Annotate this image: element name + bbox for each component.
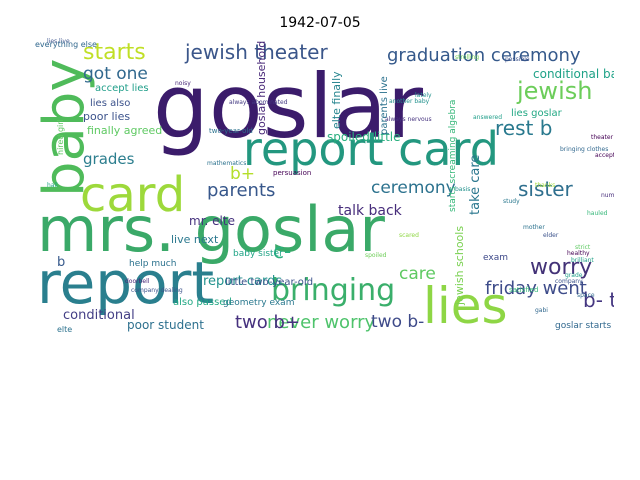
word-possible: possible xyxy=(505,56,530,63)
word-company: company xyxy=(555,278,583,285)
word-b-two: b- two xyxy=(583,288,614,312)
word-two-b-: two b- xyxy=(371,312,424,332)
chart-title: 1942-07-05 xyxy=(279,15,361,31)
word-always-nervous: always nervous xyxy=(385,116,432,123)
word-everything-else: everything else xyxy=(35,40,97,49)
word-graduation-ceremony: graduation ceremony xyxy=(387,45,581,66)
word-finally-agreed: finally agreed xyxy=(87,124,162,137)
word-healthy: healthy xyxy=(567,250,590,257)
word-take-care: take care xyxy=(468,155,483,215)
word-elte-finally: elte finally xyxy=(330,71,343,129)
word-goslar-starts: goslar starts xyxy=(555,321,611,331)
word-report-card: report card xyxy=(243,122,499,176)
word-study: study xyxy=(503,198,520,205)
word-report: report xyxy=(37,249,214,317)
word-basis: basis xyxy=(455,186,470,193)
word-jewish-theater: jewish theater xyxy=(184,40,328,64)
word-parents: parents xyxy=(207,180,275,201)
word-got-one: got one xyxy=(83,64,148,84)
word-geometry-exam: geometry exam xyxy=(223,298,294,308)
word-report-cards: report cards xyxy=(203,274,282,289)
word-lies-live: lies live xyxy=(47,38,70,45)
word-two-b-: two b+ xyxy=(235,312,300,333)
word-another-baby: another baby xyxy=(389,98,430,105)
word-spoiled-little: spoiled little xyxy=(327,130,401,144)
word-lies-goslar: lies goslar xyxy=(511,108,563,119)
word-jewish-schools: jewish schools xyxy=(453,226,466,306)
word-accept-lies: accept lies xyxy=(95,83,149,94)
word-noisy: noisy xyxy=(175,80,191,87)
word-hall: hall xyxy=(47,182,58,189)
word-goslar-household: goslar household xyxy=(255,41,268,135)
word-grades: grades xyxy=(83,150,135,168)
word-lately: lately xyxy=(415,92,432,99)
word-parents-live: parents live xyxy=(379,76,390,135)
word-never-worry: never worry xyxy=(267,312,376,333)
word-grade: grade xyxy=(565,272,583,279)
word-number: number xyxy=(601,192,614,199)
word-elte: elte xyxy=(57,325,72,334)
word-two-year-old: two-year-old xyxy=(209,127,253,135)
word-answered: answered xyxy=(473,114,502,121)
word-mathematics: mathematics xyxy=(207,160,246,167)
word-company-dealing: company dealing xyxy=(131,287,183,294)
word-strolling: strolling xyxy=(455,54,479,61)
word-scared: scared xyxy=(399,232,419,239)
word-lies-also: lies also xyxy=(90,98,130,109)
word-doorbell: doorbell xyxy=(125,278,150,285)
word-always-abominated: always abominated xyxy=(229,99,288,106)
word-gabi: gabi xyxy=(535,307,548,314)
word-c-: c- xyxy=(273,239,291,263)
word-baby-sister: baby sister xyxy=(233,249,283,259)
word-hauled: hauled xyxy=(587,210,608,217)
word-b-: b+ xyxy=(230,164,255,184)
word-lies: lies xyxy=(423,277,508,335)
word-bringing: bringing xyxy=(271,273,395,308)
word-persuasion: persuasion xyxy=(273,169,311,177)
word-also-passed: also passed xyxy=(173,297,232,308)
word-elder: elder xyxy=(543,232,559,239)
word-little-two-year-old: little two-year-old xyxy=(225,277,313,288)
word-accept: accept xyxy=(595,152,614,159)
word-strict: strict xyxy=(575,244,591,251)
word-worry: worry xyxy=(530,255,592,280)
word-poor-student: poor student xyxy=(127,318,204,332)
word-satisfied: satisfied xyxy=(509,286,538,294)
word-theater: theater xyxy=(591,134,614,141)
word-space: space xyxy=(577,292,595,299)
word-rest-b: rest b xyxy=(495,116,552,140)
word-live-next: live next xyxy=(171,233,219,246)
word-help-much: help much xyxy=(129,259,176,269)
word-conditional-basis: conditional basis xyxy=(533,67,614,81)
word-hired-girl: hired girl xyxy=(56,119,65,155)
word-mr-elte: mr. elte xyxy=(189,214,235,228)
word-friday-went: friday went xyxy=(485,278,587,299)
word-baby: baby xyxy=(35,58,97,197)
word-conditional: conditional xyxy=(63,308,135,323)
word-goslar: goslar xyxy=(153,55,424,158)
word-care: care xyxy=(399,264,436,284)
word-mother: mother xyxy=(523,224,545,231)
word-starts-screaming-algebra: starts screaming algebra xyxy=(448,100,458,212)
word-thanks: thanks xyxy=(535,182,555,189)
word-card: card xyxy=(80,167,185,223)
word-mrs-goslar: mrs. goslar xyxy=(37,193,385,266)
word-exam: exam xyxy=(483,253,508,263)
word-spoiled: spoiled xyxy=(365,252,387,259)
word-jewish: jewish xyxy=(516,77,592,105)
word-sister: sister xyxy=(518,177,574,201)
word-starts: starts xyxy=(83,40,146,65)
word-talk-back: talk back xyxy=(338,203,403,219)
word-b: b xyxy=(57,255,65,270)
word-ceremony: ceremony xyxy=(371,178,456,198)
word-brilliant: brilliant xyxy=(571,257,594,264)
word-bringing-clothes: bringing clothes xyxy=(560,146,608,153)
word-poor-lies: poor lies xyxy=(83,110,130,123)
